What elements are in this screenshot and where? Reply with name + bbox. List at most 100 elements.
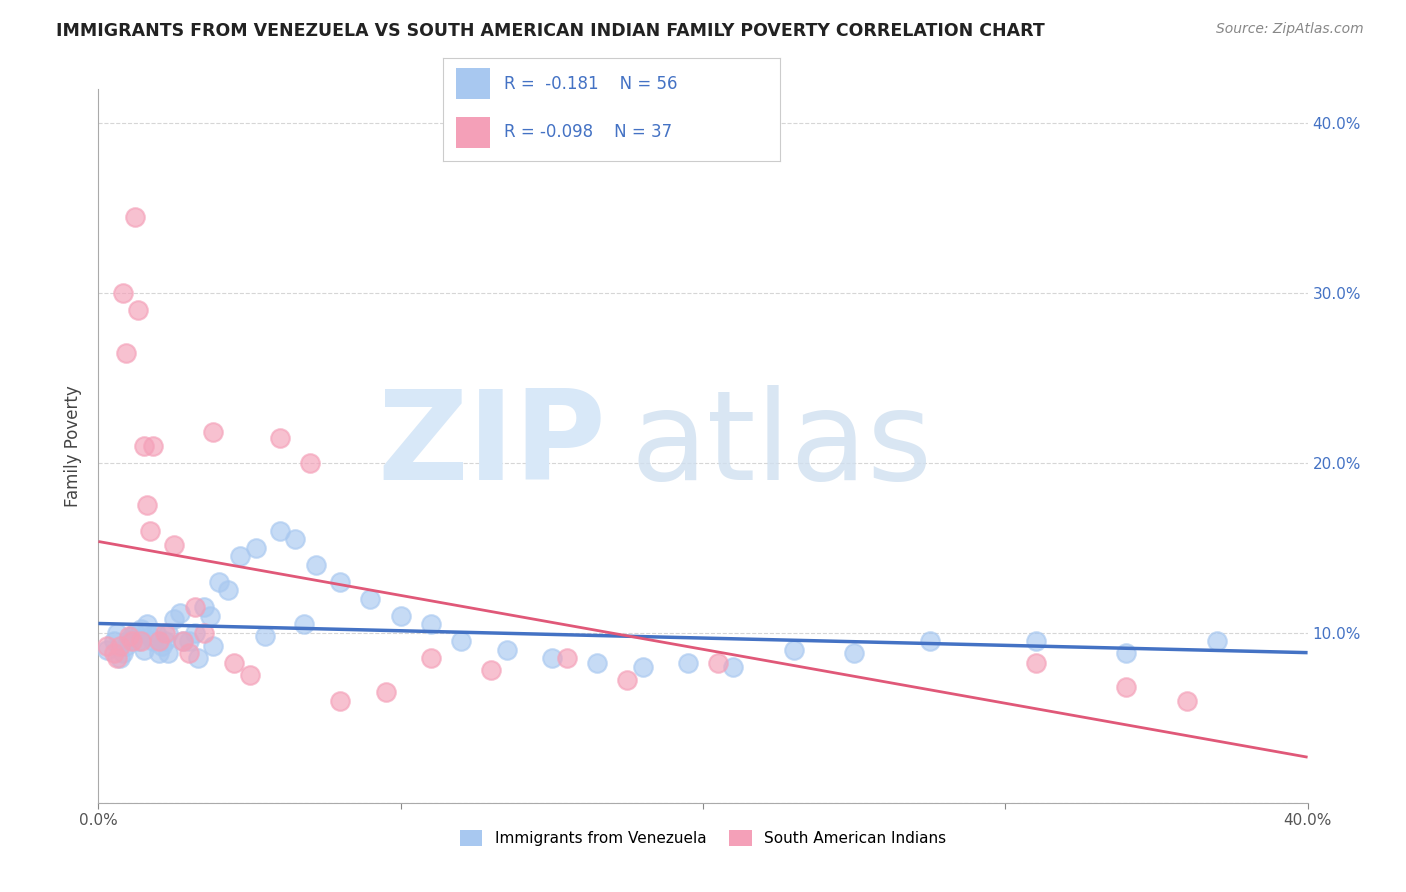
- Text: IMMIGRANTS FROM VENEZUELA VS SOUTH AMERICAN INDIAN FAMILY POVERTY CORRELATION CH: IMMIGRANTS FROM VENEZUELA VS SOUTH AMERI…: [56, 22, 1045, 40]
- Point: [555, 651, 578, 665]
- Point: [707, 657, 730, 671]
- Point: [179, 646, 201, 660]
- Point: [193, 626, 215, 640]
- Point: [217, 583, 239, 598]
- Point: [202, 425, 225, 440]
- Point: [844, 646, 866, 660]
- Point: [723, 660, 745, 674]
- Point: [111, 286, 134, 301]
- Point: [142, 634, 165, 648]
- Point: [111, 646, 134, 660]
- Text: ZIP: ZIP: [378, 385, 606, 507]
- Point: [284, 533, 307, 547]
- Point: [783, 643, 806, 657]
- Point: [1024, 657, 1046, 671]
- Point: [172, 634, 194, 648]
- Point: [118, 632, 141, 647]
- Text: atlas: atlas: [630, 385, 932, 507]
- Point: [96, 640, 118, 654]
- Point: [1206, 634, 1229, 648]
- Point: [193, 600, 215, 615]
- Point: [305, 558, 328, 572]
- Point: [329, 574, 352, 589]
- Point: [127, 634, 149, 648]
- Point: [187, 651, 209, 665]
- Point: [132, 439, 155, 453]
- Legend: Immigrants from Venezuela, South American Indians: Immigrants from Venezuela, South America…: [453, 824, 953, 852]
- Point: [114, 345, 136, 359]
- Point: [631, 660, 654, 674]
- Point: [172, 634, 194, 648]
- Point: [129, 623, 152, 637]
- Point: [139, 629, 162, 643]
- Point: [142, 439, 165, 453]
- Point: [1115, 646, 1137, 660]
- Point: [135, 499, 157, 513]
- Text: Source: ZipAtlas.com: Source: ZipAtlas.com: [1216, 22, 1364, 37]
- Point: [135, 617, 157, 632]
- Point: [139, 524, 162, 538]
- Point: [153, 634, 176, 648]
- Point: [586, 657, 609, 671]
- Point: [540, 651, 562, 665]
- Point: [389, 608, 412, 623]
- Point: [96, 643, 118, 657]
- Point: [145, 626, 167, 640]
- Point: [156, 646, 179, 660]
- Point: [253, 629, 276, 643]
- Point: [184, 626, 207, 640]
- Point: [153, 626, 176, 640]
- Point: [224, 657, 246, 671]
- Point: [495, 643, 517, 657]
- Point: [676, 657, 699, 671]
- Point: [169, 606, 191, 620]
- Point: [163, 537, 186, 551]
- Point: [202, 640, 225, 654]
- Point: [108, 651, 131, 665]
- Point: [179, 634, 201, 648]
- Point: [103, 646, 125, 660]
- Point: [269, 524, 291, 538]
- Bar: [457, 69, 491, 99]
- Point: [129, 634, 152, 648]
- Point: [329, 694, 352, 708]
- Point: [918, 634, 941, 648]
- Bar: [457, 118, 491, 148]
- Text: R = -0.098    N = 37: R = -0.098 N = 37: [503, 123, 672, 141]
- Point: [1024, 634, 1046, 648]
- Point: [121, 629, 143, 643]
- Point: [245, 541, 267, 555]
- Point: [239, 668, 262, 682]
- Point: [121, 634, 143, 648]
- Point: [208, 574, 231, 589]
- Point: [124, 210, 146, 224]
- Point: [114, 640, 136, 654]
- Point: [374, 685, 396, 699]
- Point: [105, 626, 128, 640]
- Point: [450, 634, 472, 648]
- Text: R =  -0.181    N = 56: R = -0.181 N = 56: [503, 75, 678, 93]
- Point: [292, 617, 315, 632]
- Point: [118, 629, 141, 643]
- Point: [616, 673, 638, 688]
- Point: [269, 430, 291, 444]
- Point: [299, 456, 322, 470]
- Point: [148, 646, 170, 660]
- Point: [420, 617, 443, 632]
- Y-axis label: Family Poverty: Family Poverty: [65, 385, 83, 507]
- Point: [132, 643, 155, 657]
- Point: [103, 634, 125, 648]
- Point: [481, 663, 503, 677]
- Point: [163, 612, 186, 626]
- Point: [200, 608, 222, 623]
- Point: [156, 626, 179, 640]
- Point: [108, 640, 131, 654]
- Point: [184, 600, 207, 615]
- Point: [127, 303, 149, 318]
- Point: [105, 651, 128, 665]
- Point: [150, 640, 173, 654]
- Point: [360, 591, 382, 606]
- Point: [1115, 680, 1137, 694]
- Point: [229, 549, 252, 564]
- Point: [420, 651, 443, 665]
